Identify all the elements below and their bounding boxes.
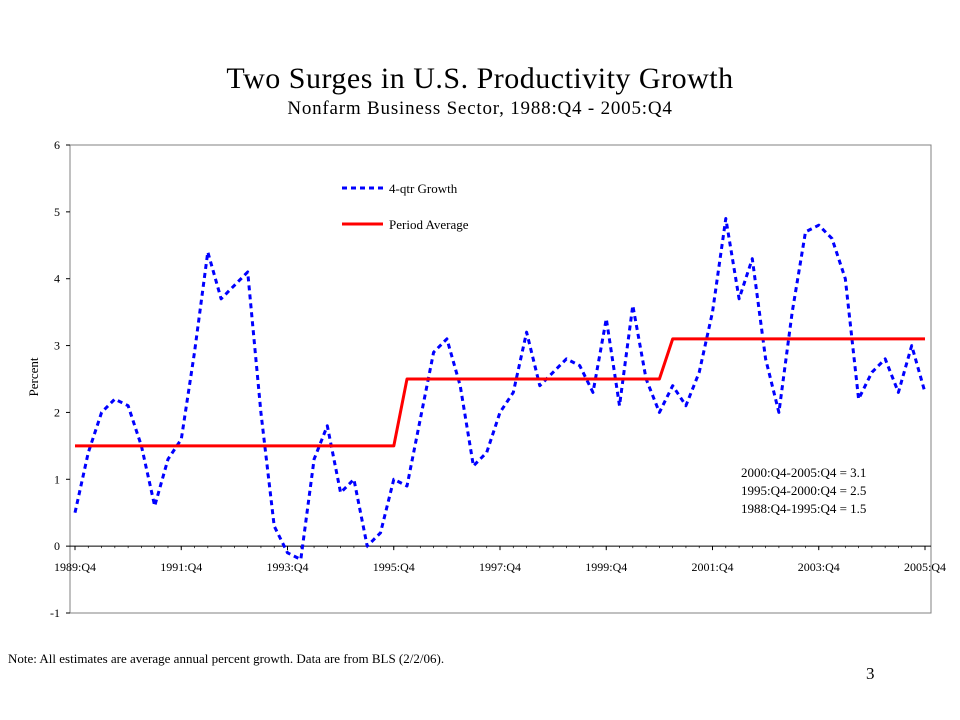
y-axis-label: Percent: [26, 357, 41, 396]
y-tick-label: 3: [54, 339, 60, 353]
series-lines: [73, 217, 927, 561]
x-tick-label: 2001:Q4: [692, 560, 734, 574]
page-number: 3: [866, 664, 875, 683]
series-line-period-average: [75, 337, 925, 448]
annotation-text: 2000:Q4-2005:Q4 = 3.1: [741, 465, 866, 480]
x-tick-label: 2003:Q4: [798, 560, 840, 574]
x-tick-label: 1997:Q4: [479, 560, 521, 574]
footnote: Note: All estimates are average annual p…: [8, 651, 445, 666]
series-line-4-qtr-growth: [73, 217, 927, 561]
x-tick-label: 2005:Q4: [904, 560, 946, 574]
annotation-text: 1995:Q4-2000:Q4 = 2.5: [741, 483, 866, 498]
axes: -1 0 1 2 3 4 5 6 Percent 1989:Q4 1991:Q4 1993:Q4 199…: [26, 138, 946, 620]
y-tick-label: 0: [54, 539, 60, 553]
y-tick-label: 2: [54, 405, 60, 419]
x-tick-label: 1995:Q4: [373, 560, 415, 574]
y-tick-label: 4: [54, 272, 60, 286]
y-tick-label: 6: [54, 138, 60, 152]
x-tick-label: 1989:Q4: [54, 560, 96, 574]
y-tick-label: 5: [54, 205, 60, 219]
y-tick-label: 1: [54, 472, 60, 486]
legend-label: Period Average: [389, 217, 469, 232]
chart-title: Two Surges in U.S. Productivity Growth: [226, 62, 734, 95]
annotations: 2000:Q4-2005:Q4 = 3.1 1995:Q4-2000:Q4 = 2…: [741, 465, 866, 516]
legend-label: 4-qtr Growth: [389, 181, 458, 196]
x-tick-label: 1999:Q4: [585, 560, 627, 574]
legend: 4-qtr Growth Period Average: [342, 181, 469, 232]
x-tick-label: 1993:Q4: [267, 560, 309, 574]
x-tick-label: 1991:Q4: [160, 560, 202, 574]
annotation-text: 1988:Q4-1995:Q4 = 1.5: [741, 501, 866, 516]
chart-subtitle: Nonfarm Business Sector, 1988:Q4 - 2005:…: [287, 98, 673, 119]
y-tick-label: -1: [50, 606, 60, 620]
